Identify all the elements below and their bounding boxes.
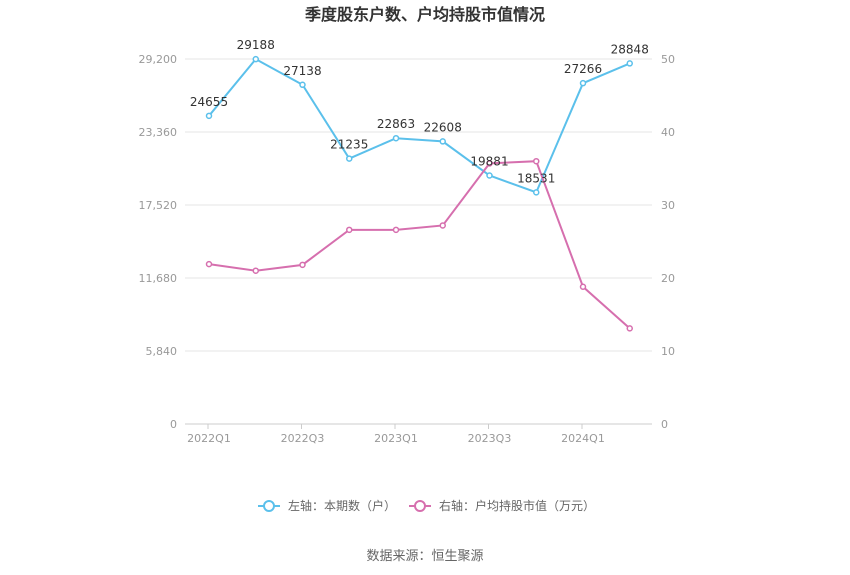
y-right-tick-label: 10 [661,345,675,358]
data-point[interactable] [205,260,213,268]
y-left-tick-label: 11,680 [139,272,178,285]
legend-item-1[interactable]: 左轴：本期数（户） [258,498,396,513]
source-note: 数据来源：恒生聚源 [366,549,483,564]
data-point[interactable] [533,189,540,196]
data-point[interactable] [533,157,540,165]
x-tick-label: 2024Q1 [561,432,605,445]
legend-item-2[interactable]: 右轴：户均持股市值（万元） [409,498,595,513]
y-right-tick-label: 30 [661,199,675,212]
legend-label: 右轴：户均持股市值（万元） [439,498,595,513]
data-point[interactable] [626,60,633,67]
series-line-2 [208,160,631,330]
data-label: 18531 [517,171,555,185]
data-point[interactable] [486,172,493,179]
x-tick-label: 2023Q1 [374,432,418,445]
y-left-tick-label: 17,520 [139,199,178,212]
series-line-1 [208,57,631,194]
data-point[interactable] [205,112,213,120]
grid [185,58,652,425]
data-point[interactable] [346,155,353,162]
data-label: 27266 [564,62,602,76]
data-label: 24655 [190,95,228,109]
data-point[interactable] [486,160,493,167]
legend-marker [414,500,426,512]
x-tick-label: 2022Q3 [281,432,325,445]
data-label: 21235 [330,138,368,152]
data-point[interactable] [252,55,259,63]
axes: 0 0 5,840 10 11,680 20 17,520 30 23,360 40 29,200 5… [139,53,676,445]
legend-marker [263,500,275,512]
data-point[interactable] [346,226,353,234]
y-left-tick-label: 5,840 [146,345,178,358]
y-right-tick-label: 20 [661,272,675,285]
data-labels: 24655 29188 27138 21235 22863 22608 19881 18531… [190,38,649,185]
data-point[interactable] [439,138,446,145]
data-point[interactable] [579,283,587,291]
legend-label: 左轴：本期数（户） [288,498,396,513]
data-label: 27138 [283,64,321,78]
y-left-tick-label: 0 [170,418,177,431]
data-point[interactable] [299,261,306,269]
y-right-tick-label: 50 [661,53,675,66]
data-label: 28848 [611,42,649,56]
data-point[interactable] [626,325,633,332]
data-point[interactable] [299,81,306,89]
y-left-tick-label: 23,360 [139,126,178,139]
series-layer [205,55,633,332]
data-point[interactable] [439,222,446,229]
y-right-tick-label: 40 [661,126,675,139]
y-left-tick-label: 29,200 [139,53,178,66]
x-tick-label: 2022Q1 [187,432,231,445]
data-label: 22608 [424,120,462,134]
data-point[interactable] [579,79,587,87]
data-label: 22863 [377,117,415,131]
data-point[interactable] [252,267,259,274]
data-label: 29188 [237,38,275,52]
data-point[interactable] [392,226,400,234]
x-tick-label: 2023Q3 [468,432,512,445]
data-label: 19881 [470,154,508,168]
legend[interactable]: 左轴：本期数（户） 右轴：户均持股市值（万元） [258,498,595,513]
chart-title: 季度股东户数、户均持股市值情况 [304,5,545,24]
y-right-tick-label: 0 [661,418,668,431]
data-point[interactable] [392,134,400,142]
